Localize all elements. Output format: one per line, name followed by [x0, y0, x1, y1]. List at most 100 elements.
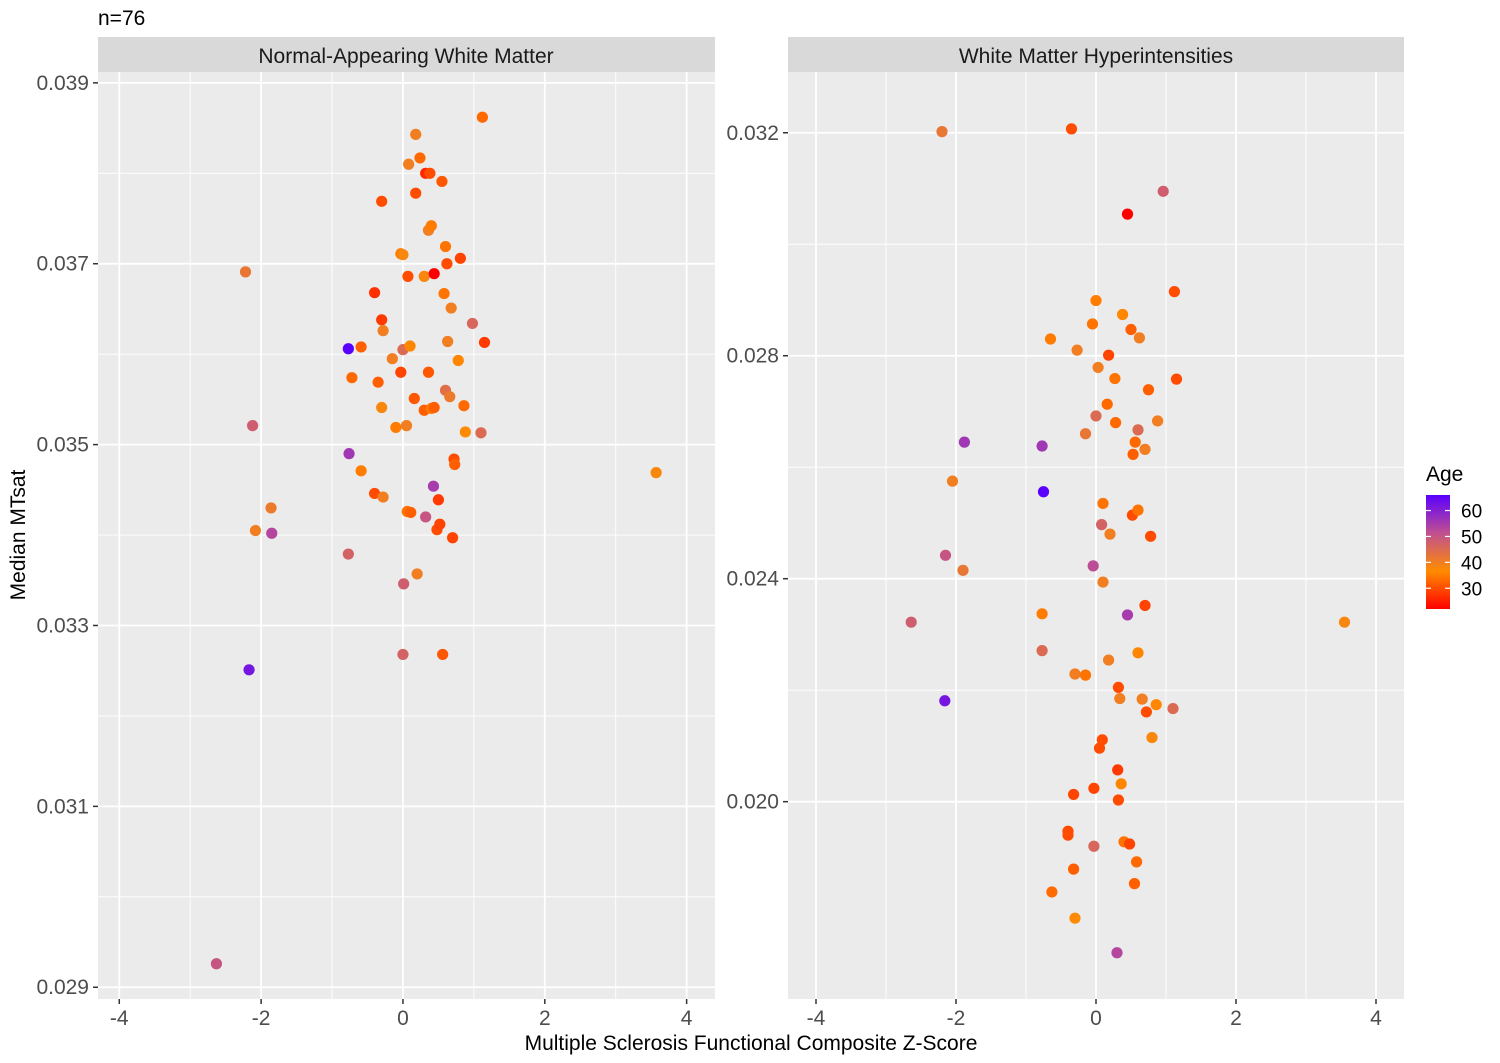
data-point: [939, 549, 952, 561]
data-point: [410, 187, 422, 199]
data-point: [458, 400, 470, 412]
data-point: [432, 494, 445, 506]
x-tick-label: -4: [807, 1007, 826, 1030]
data-point: [1096, 734, 1108, 746]
data-point: [1139, 599, 1151, 612]
x-tick-label: 4: [681, 1007, 693, 1030]
data-point: [1097, 497, 1109, 510]
data-point: [466, 317, 479, 330]
data-point: [368, 487, 381, 500]
y-axis-ticks: 0.029 0.031 0.033 0.035 0.037 0.039: [36, 72, 98, 999]
data-point: [1152, 415, 1164, 427]
y-tick-label: 0.037: [36, 253, 89, 276]
data-point: [243, 664, 255, 676]
data-point: [936, 126, 948, 138]
y-axis-ticks: 0.020 0.024 0.028 0.032: [726, 122, 788, 814]
data-point: [1110, 417, 1122, 429]
point-layer: [210, 111, 662, 970]
data-point: [1170, 373, 1183, 385]
y-tick-label: 0.029: [36, 976, 89, 999]
data-point: [478, 336, 491, 349]
data-point: [436, 175, 448, 188]
y-tick-label: 0.032: [726, 122, 779, 145]
data-point: [395, 366, 407, 378]
legend-colorbar: [1426, 495, 1450, 609]
data-point: [342, 548, 354, 560]
panel-white-matter-hyperintensities: White Matter Hyperintensities 0.020 0.024…: [726, 37, 1404, 1030]
x-tick-label: -2: [252, 1007, 271, 1030]
data-point: [1036, 608, 1048, 620]
data-point: [454, 252, 466, 264]
data-point: [475, 427, 487, 439]
strip-background: [98, 37, 715, 72]
data-point: [1097, 576, 1109, 588]
panel-gridlines: [98, 72, 715, 999]
data-point: [411, 568, 423, 580]
data-point: [355, 465, 367, 477]
data-point: [1127, 448, 1139, 460]
data-point: [1090, 294, 1102, 307]
data-point: [1068, 863, 1080, 875]
y-tick-label: 0.028: [726, 345, 779, 368]
data-point: [1129, 436, 1141, 448]
data-point: [1124, 838, 1136, 850]
data-point: [249, 524, 262, 537]
x-axis-ticks: -4 -2 0 2 4: [807, 999, 1382, 1030]
data-point: [1088, 782, 1100, 794]
data-point: [476, 111, 488, 123]
y-tick-label: 0.020: [726, 791, 779, 814]
data-point: [422, 366, 435, 378]
data-point: [446, 532, 459, 544]
data-point: [1114, 692, 1126, 705]
point-layer: [905, 123, 1351, 959]
data-point: [1167, 702, 1179, 715]
data-point: [439, 240, 452, 253]
data-point: [438, 287, 450, 300]
data-point: [1131, 856, 1143, 868]
legend-ticks: 30 40 50 60: [1426, 502, 1482, 600]
data-point: [1139, 443, 1151, 455]
data-point: [408, 392, 420, 405]
data-point: [390, 421, 402, 434]
data-point: [425, 220, 437, 232]
data-point: [346, 372, 358, 384]
data-point: [437, 648, 449, 661]
data-point: [946, 475, 959, 487]
chart-title: n=76: [98, 7, 145, 30]
panel-normal-appearing-white-matter: Normal-Appearing White Matter 0.029 0.031…: [36, 37, 715, 1030]
data-point: [444, 391, 456, 403]
data-point: [1132, 424, 1144, 436]
data-point: [1121, 609, 1134, 621]
data-point: [372, 376, 384, 388]
data-point: [452, 354, 464, 367]
strip-label: White Matter Hyperintensities: [959, 45, 1233, 68]
data-point: [400, 420, 413, 432]
data-point: [355, 341, 367, 353]
legend-tick-label: 50: [1461, 527, 1482, 548]
data-point: [957, 564, 969, 576]
data-point: [368, 287, 381, 299]
y-tick-label: 0.039: [36, 72, 89, 95]
data-point: [1133, 332, 1145, 344]
x-tick-label: -4: [110, 1007, 129, 1030]
data-point: [1146, 731, 1158, 744]
legend-title: Age: [1426, 463, 1463, 486]
data-point: [397, 249, 409, 261]
data-point: [1068, 788, 1080, 801]
data-point: [1112, 764, 1124, 776]
data-point: [441, 258, 453, 270]
data-point: [1121, 208, 1134, 220]
panel-background: [98, 72, 715, 999]
x-tick-label: 0: [397, 1007, 409, 1030]
data-point: [1036, 645, 1048, 657]
x-axis-label: Multiple Sclerosis Functional Composite …: [525, 1032, 978, 1055]
data-point: [418, 270, 430, 282]
data-point: [1112, 681, 1124, 693]
data-point: [1112, 794, 1124, 806]
data-point: [1142, 384, 1155, 396]
data-point: [1104, 528, 1116, 540]
data-point: [1037, 486, 1050, 498]
x-tick-label: 4: [1370, 1007, 1382, 1030]
data-point: [1096, 519, 1108, 531]
